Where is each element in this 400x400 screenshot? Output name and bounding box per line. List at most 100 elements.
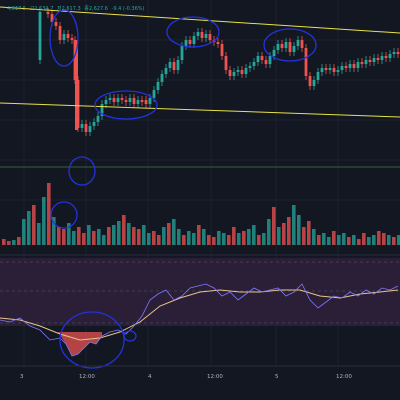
volume-bar xyxy=(47,183,51,245)
volume-bar xyxy=(372,235,376,245)
candle-body xyxy=(75,40,78,130)
candle-body xyxy=(288,42,292,52)
candle-body xyxy=(368,60,372,62)
candle-body xyxy=(232,72,236,76)
volume-bar xyxy=(92,231,96,245)
volume-bar xyxy=(242,231,246,245)
volume-bar xyxy=(232,227,236,245)
volume-bar xyxy=(337,235,341,245)
candle-body xyxy=(136,100,140,104)
candle-body xyxy=(120,98,124,100)
volume-bar xyxy=(237,233,241,245)
volume-bar xyxy=(142,225,146,245)
volume-bar xyxy=(222,233,226,245)
candle-body xyxy=(144,100,148,104)
volume-bar xyxy=(77,227,81,245)
candle-body xyxy=(380,56,384,60)
candle-body xyxy=(160,74,164,82)
candle-body xyxy=(164,68,168,74)
time-label: 12:00 xyxy=(207,374,223,380)
candle-body xyxy=(180,46,184,60)
volume-bar xyxy=(197,225,201,245)
marker-circle-volume[interactable] xyxy=(50,201,78,229)
marker-circle-rsi[interactable] xyxy=(59,311,125,369)
volume-bar xyxy=(267,219,271,245)
candle-body xyxy=(188,40,192,44)
candle-body xyxy=(296,40,300,46)
candle-body xyxy=(200,32,204,38)
volume-bar xyxy=(302,227,306,245)
ohlc-legend: 4,617.5 고2,634.7 저2,617.3 종2,627.6 -9.4 … xyxy=(7,5,146,12)
volume-bar xyxy=(332,231,336,245)
lower-trendline[interactable] xyxy=(0,102,400,118)
candle-body xyxy=(46,12,50,14)
annotation-circles xyxy=(49,9,317,369)
candle-body xyxy=(252,62,256,66)
volume-bar xyxy=(362,233,366,245)
candle-body xyxy=(216,42,220,44)
volume-bar xyxy=(207,235,211,245)
candle-body xyxy=(248,66,252,68)
volume-bar xyxy=(147,233,151,245)
marker-circle-peak1[interactable] xyxy=(166,16,220,48)
candle-body xyxy=(220,44,224,56)
volume-bar xyxy=(382,233,386,245)
candle-body xyxy=(304,48,308,76)
volume-bar xyxy=(152,231,156,245)
candle-body xyxy=(224,56,228,70)
candle-body xyxy=(316,72,320,80)
candle-body xyxy=(148,98,152,104)
candle-body xyxy=(104,100,108,104)
candle-body xyxy=(204,34,208,38)
candle-body xyxy=(324,68,328,70)
volume-bar xyxy=(62,229,66,245)
volume-bar xyxy=(307,221,311,245)
volume-bar xyxy=(317,235,321,245)
volume-bar xyxy=(52,217,56,245)
candle-body xyxy=(292,46,296,52)
candle-body xyxy=(356,62,360,68)
candle-body xyxy=(336,70,340,72)
volume-bar xyxy=(297,215,301,245)
rsi-line xyxy=(0,283,399,357)
marker-circle-consolidation[interactable] xyxy=(94,90,158,120)
volume-bar xyxy=(137,229,141,245)
volume-bar xyxy=(42,197,46,245)
candle-body xyxy=(276,44,280,50)
candle-body xyxy=(372,58,376,62)
candle-body xyxy=(312,80,316,86)
upper-trendline[interactable] xyxy=(0,6,400,34)
candle-body xyxy=(364,60,368,64)
volume-bar xyxy=(22,219,26,245)
candle-body xyxy=(192,36,196,44)
marker-circle-peak2[interactable] xyxy=(263,28,317,62)
legend-close: 종2,627.6 xyxy=(84,6,108,12)
candle-body xyxy=(108,98,112,100)
volume-bar xyxy=(57,227,61,245)
volume-bar xyxy=(37,223,41,245)
candle-body xyxy=(308,76,312,86)
candle-body xyxy=(328,68,332,70)
volume-bar xyxy=(72,231,76,245)
chart-grid xyxy=(0,0,400,366)
candle-body xyxy=(196,32,200,36)
volume-bar xyxy=(172,219,176,245)
volume-bar xyxy=(292,205,296,245)
volume-bar xyxy=(117,221,121,245)
volume-bar xyxy=(7,241,11,245)
marker-circle-rsi-small[interactable] xyxy=(123,330,137,342)
candle-body xyxy=(80,124,84,128)
volume-bar xyxy=(377,231,381,245)
volume-bar xyxy=(367,237,371,245)
marker-circle-low[interactable] xyxy=(68,156,96,186)
candle-body xyxy=(168,62,172,68)
candle-body xyxy=(284,42,288,48)
volume-bar xyxy=(282,223,286,245)
marker-circle-top-left[interactable] xyxy=(49,9,79,67)
candle-body xyxy=(184,40,188,46)
candle-body xyxy=(256,56,260,62)
candle-body xyxy=(228,70,232,76)
volume-bar xyxy=(202,229,206,245)
